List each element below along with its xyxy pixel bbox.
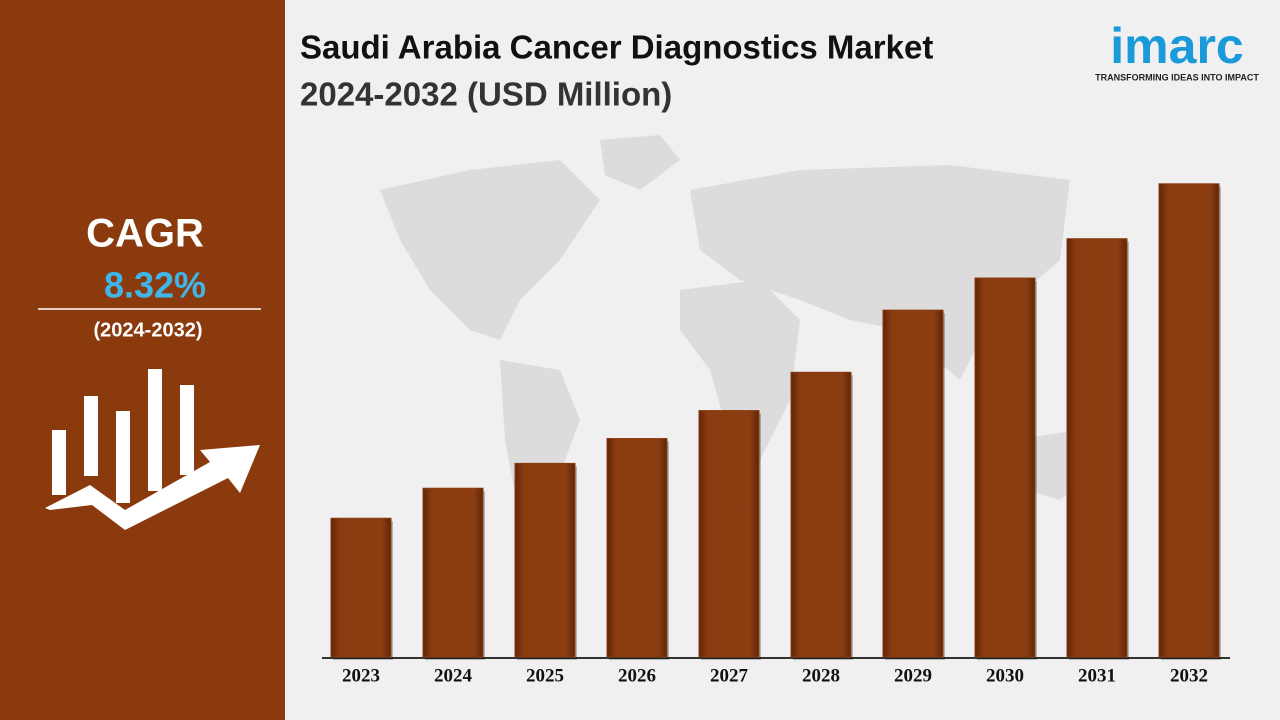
logo-tagline: TRANSFORMING IDEAS INTO IMPACT [1095,72,1259,82]
bar [606,438,668,658]
x-tick-label: 2023 [342,665,380,686]
x-tick-label: 2026 [618,665,656,686]
bar [790,371,852,658]
bar [422,487,484,658]
x-tick-label: 2024 [434,665,473,686]
cagr-period: (2024-2032) [94,319,203,341]
bar [1066,238,1128,658]
bar [698,410,760,658]
chart-title: Saudi Arabia Cancer Diagnostics Market [300,29,933,66]
chart-subtitle: 2024-2032 (USD Million) [300,76,672,113]
cagr-label: CAGR [86,212,204,256]
x-tick-label: 2032 [1170,665,1208,686]
bar [330,517,392,658]
x-tick-label: 2027 [710,665,749,686]
x-tick-label: 2028 [802,665,840,686]
x-tick-label: 2025 [526,665,564,686]
x-tick-label: 2030 [986,665,1024,686]
side-panel [0,0,285,720]
bar [1158,183,1220,658]
x-tick-label: 2031 [1078,665,1116,686]
x-tick-label: 2029 [894,665,932,686]
bar [514,462,576,658]
logo: imarc [1110,18,1243,74]
cagr-value: 8.32% [104,265,206,306]
bar [882,309,944,658]
growth-icon [45,369,260,530]
bar [974,277,1036,658]
